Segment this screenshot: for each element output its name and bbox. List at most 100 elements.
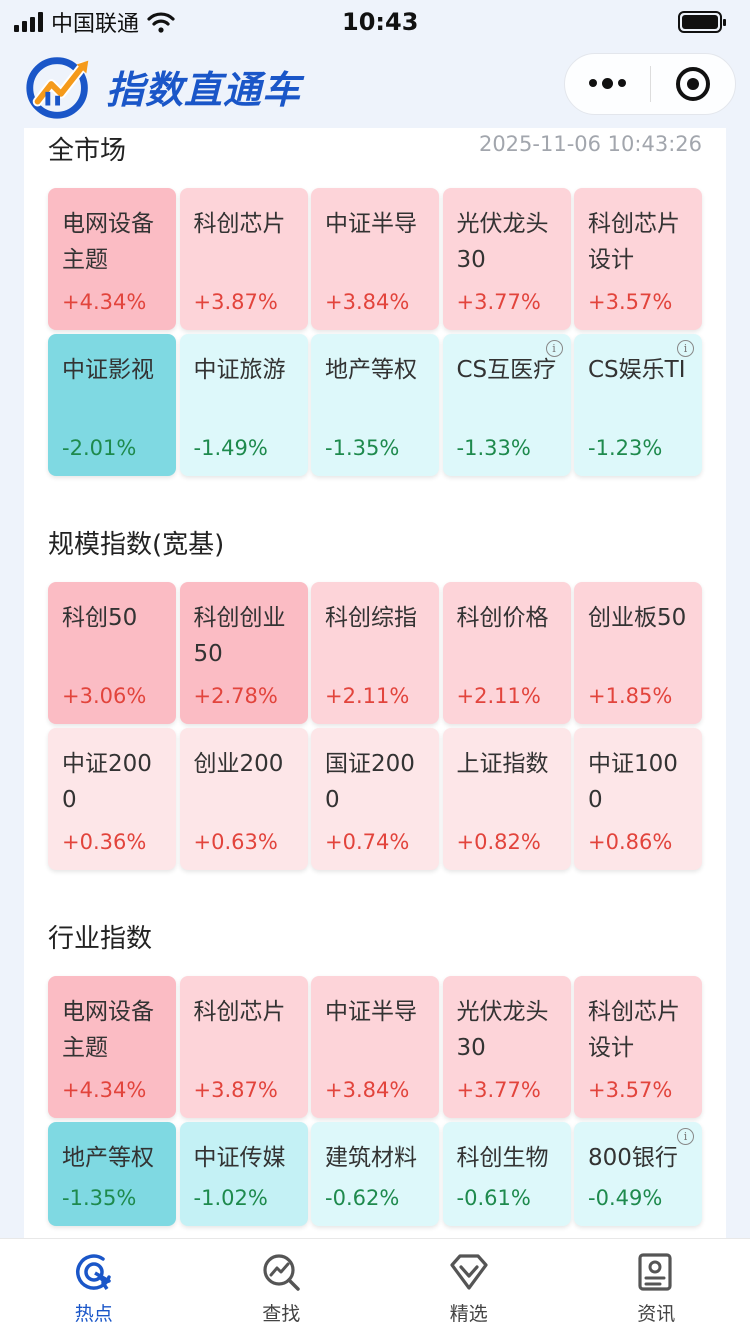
index-name: 科创50	[62, 605, 138, 631]
index-name: 中证2000	[62, 751, 152, 813]
wifi-icon	[147, 12, 175, 33]
info-icon[interactable]: i	[545, 340, 563, 357]
index-change: +1.85%	[588, 684, 673, 708]
index-name: 科创价格	[456, 605, 549, 631]
index-tile[interactable]: 科创创业50 +2.78%	[179, 582, 308, 724]
index-tile[interactable]: CS娱乐TI -1.23% i	[574, 334, 702, 476]
status-bar: 中国联通 10:43	[0, 0, 750, 44]
index-name: 科创创业50	[193, 605, 286, 667]
index-tile[interactable]: 800银行 -0.49% i	[574, 1122, 702, 1226]
status-time: 10:43	[342, 8, 419, 36]
index-tile[interactable]: 地产等权 -1.35%	[311, 334, 439, 476]
index-name: 中证传媒	[193, 1145, 286, 1171]
index-change: +0.63%	[193, 830, 278, 854]
index-change: -0.49%	[588, 1186, 663, 1210]
index-name: 中证旅游	[193, 357, 286, 383]
index-tile[interactable]: 科创生物 -0.61%	[442, 1122, 571, 1226]
index-tile[interactable]: 光伏龙头30 +3.77%	[442, 188, 571, 330]
index-tile[interactable]: 中证旅游 -1.49%	[179, 334, 308, 476]
index-tile[interactable]: 科创50 +3.06%	[48, 582, 176, 724]
index-tile[interactable]: 中证影视 -2.01%	[48, 334, 176, 476]
index-name: 中证1000	[588, 751, 678, 813]
index-change: +3.87%	[193, 290, 278, 314]
index-change: -1.49%	[193, 436, 268, 460]
index-name: 建筑材料	[325, 1145, 417, 1171]
index-name: 科创芯片	[193, 211, 286, 237]
index-change: -1.02%	[193, 1186, 268, 1210]
logo-icon	[26, 57, 89, 119]
main-content: 全市场 2025-11-06 10:43:26 电网设备主题 +4.34% 科创芯片…	[24, 128, 726, 1238]
index-change: +3.87%	[193, 1078, 278, 1102]
index-change: +0.74%	[325, 830, 410, 854]
index-change: +2.11%	[456, 684, 541, 708]
index-tile[interactable]: 科创价格 +2.11%	[442, 582, 571, 724]
index-change: -0.62%	[325, 1186, 400, 1210]
carrier-label: 中国联通	[51, 12, 140, 37]
index-tile[interactable]: 中证半导 +3.84%	[311, 976, 439, 1118]
index-tile[interactable]: 中证半导 +3.84%	[311, 188, 439, 330]
signal-icon	[14, 12, 43, 32]
tab-search[interactable]: 查找	[188, 1239, 376, 1334]
index-tile[interactable]: 地产等权 -1.35%	[48, 1122, 176, 1226]
tab-label: 资讯	[637, 1303, 676, 1325]
index-tile[interactable]: 国证2000 +0.74%	[311, 728, 439, 870]
index-change: -1.23%	[588, 436, 663, 460]
index-tile[interactable]: 科创综指 +2.11%	[311, 582, 439, 724]
tab-label: 查找	[262, 1303, 301, 1325]
hotspot-icon	[75, 1254, 111, 1290]
index-name: CS娱乐TI	[588, 357, 686, 383]
index-name: 中证半导	[325, 211, 417, 237]
index-tile[interactable]: 电网设备主题 +4.34%	[48, 976, 176, 1118]
battery-icon	[678, 11, 726, 33]
index-tile[interactable]: 创业200 +0.63%	[179, 728, 308, 870]
tab-hotspot[interactable]: 热点	[0, 1239, 188, 1334]
index-tile[interactable]: 中证1000 +0.86%	[574, 728, 702, 870]
section-title-scale: 规模指数(宽基)	[48, 530, 225, 560]
index-name: 电网设备主题	[62, 999, 154, 1061]
index-tile[interactable]: 科创芯片设计 +3.57%	[574, 188, 702, 330]
index-name: 中证半导	[325, 999, 417, 1025]
index-tile[interactable]: CS互医疗 -1.33% i	[442, 334, 571, 476]
section-title-industry: 行业指数	[48, 924, 153, 954]
index-tile[interactable]: 科创芯片 +3.87%	[179, 976, 308, 1118]
index-name: 中证影视	[62, 357, 154, 383]
index-name: 800银行	[588, 1145, 678, 1171]
index-tile[interactable]: 电网设备主题 +4.34%	[48, 188, 176, 330]
index-tile[interactable]: 中证传媒 -1.02%	[179, 1122, 308, 1226]
index-tile[interactable]: 光伏龙头30 +3.77%	[442, 976, 571, 1118]
index-name: 科创芯片	[193, 999, 286, 1025]
tab-label: 热点	[74, 1303, 113, 1325]
index-name: 地产等权	[325, 357, 417, 383]
index-tile[interactable]: 科创芯片设计 +3.57%	[574, 976, 702, 1118]
index-name: 光伏龙头30	[456, 999, 549, 1061]
index-tile[interactable]: 创业板50 +1.85%	[574, 582, 702, 724]
index-name: 光伏龙头30	[456, 211, 549, 273]
index-change: +3.06%	[62, 684, 147, 708]
index-change: +3.57%	[588, 1078, 673, 1102]
tab-news[interactable]: 资讯	[563, 1239, 750, 1334]
index-tile[interactable]: 科创芯片 +3.87%	[179, 188, 308, 330]
index-change: -2.01%	[62, 436, 137, 460]
index-change: -0.61%	[456, 1186, 531, 1210]
index-change: +2.78%	[193, 684, 278, 708]
index-tile[interactable]: 建筑材料 -0.62%	[311, 1122, 439, 1226]
close-icon[interactable]	[651, 67, 736, 101]
app-header: 指数直通车	[0, 44, 750, 128]
index-name: 上证指数	[456, 751, 549, 777]
index-change: +2.11%	[325, 684, 410, 708]
index-name: 创业板50	[588, 605, 687, 631]
index-tile[interactable]: 上证指数 +0.82%	[442, 728, 571, 870]
index-name: CS互医疗	[456, 357, 557, 383]
index-tile[interactable]: 中证2000 +0.36%	[48, 728, 176, 870]
index-change: -1.35%	[62, 1186, 137, 1210]
update-timestamp: 2025-11-06 10:43:26	[478, 132, 702, 156]
index-name: 科创综指	[325, 605, 417, 631]
info-icon[interactable]: i	[677, 1128, 694, 1145]
index-change: +0.36%	[62, 830, 147, 854]
tab-featured[interactable]: 精选	[375, 1239, 563, 1334]
index-name: 国证2000	[325, 751, 415, 813]
index-change: +3.77%	[456, 1078, 541, 1102]
more-icon[interactable]	[565, 78, 650, 89]
info-icon[interactable]: i	[677, 340, 694, 357]
mini-program-capsule	[564, 53, 736, 115]
